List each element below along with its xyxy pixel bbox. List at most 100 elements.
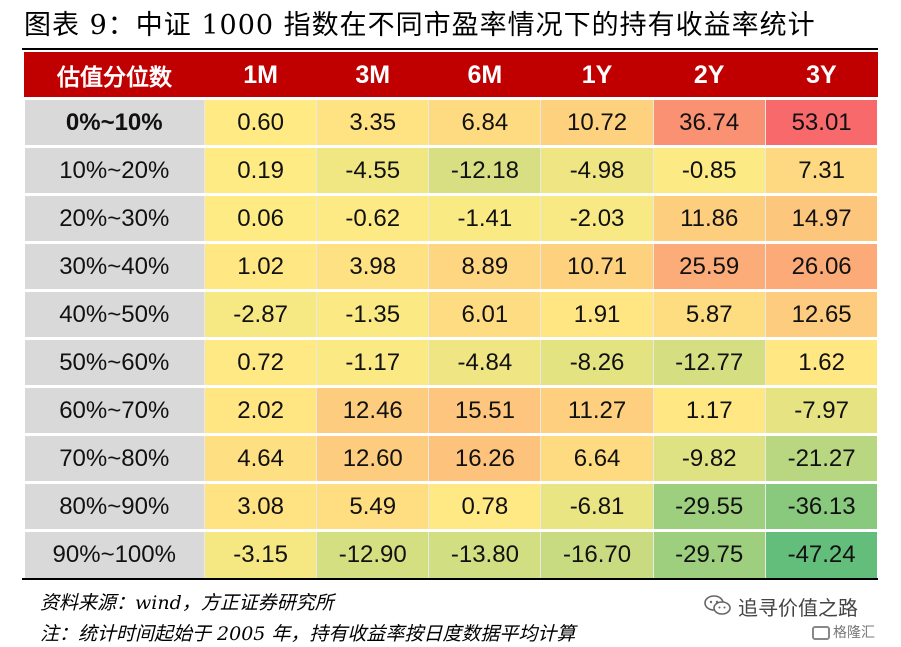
cell-2y: -29.55 (652, 481, 766, 531)
cell-1y: -8.26 (540, 337, 654, 387)
cell-3y: 26.06 (764, 241, 878, 291)
cell-2y: 1.17 (652, 385, 766, 435)
cell-6m: 6.84 (428, 97, 541, 147)
cell-1m: 1.02 (203, 241, 317, 291)
table-row: 60%~70% 2.02 12.46 15.51 11.27 1.17 -7.97 (24, 385, 878, 435)
cell-2y: 36.74 (652, 97, 766, 147)
cell-3m: -4.55 (316, 145, 429, 195)
row-label: 70%~80% (24, 433, 205, 483)
cell-6m: -13.80 (428, 529, 541, 579)
cell-2y: -0.85 (652, 145, 766, 195)
cell-3m: -1.17 (316, 337, 429, 387)
cell-1y: 1.91 (540, 289, 654, 339)
header-6m: 6M (428, 52, 542, 99)
cell-6m: -12.18 (428, 145, 541, 195)
cell-3y: -21.27 (764, 433, 878, 483)
cell-3y: 14.97 (764, 193, 878, 243)
figure-title: 图表 9：中证 1000 指数在不同市盈率情况下的持有收益率统计 (24, 10, 816, 41)
cell-3y: -7.97 (764, 385, 878, 435)
header-2y: 2Y (652, 52, 766, 99)
watermark-logo-text: 格隆汇 (833, 625, 875, 641)
row-label: 60%~70% (24, 385, 205, 435)
cell-1m: 0.19 (203, 145, 317, 195)
cell-3m: 3.98 (316, 241, 429, 291)
cell-2y: 11.86 (652, 193, 766, 243)
cell-1m: 4.64 (203, 433, 317, 483)
cell-6m: 0.78 (428, 481, 541, 531)
table-row: 0%~10% 0.60 3.35 6.84 10.72 36.74 53.01 (24, 97, 878, 147)
cell-1m: -2.87 (203, 289, 317, 339)
cell-6m: -1.41 (428, 193, 541, 243)
cell-1m: 2.02 (203, 385, 317, 435)
cell-1m: 0.60 (203, 97, 317, 147)
header-1m: 1M (203, 52, 318, 99)
cell-6m: 16.26 (428, 433, 541, 483)
watermark: 追寻价值之路 格隆汇 (702, 588, 892, 644)
cell-2y: -9.82 (652, 433, 766, 483)
cell-1m: -3.15 (203, 529, 317, 579)
row-label: 30%~40% (24, 241, 205, 291)
footnote: 注：统计时间起始于 2005 年，持有收益率按日度数据平均计算 (40, 623, 576, 645)
cell-1m: 3.08 (203, 481, 317, 531)
cell-1y: 10.71 (540, 241, 654, 291)
table-row: 70%~80% 4.64 12.60 16.26 6.64 -9.82 -21.27 (24, 433, 878, 483)
cell-3m: 3.35 (316, 97, 429, 147)
cell-2y: -12.77 (652, 337, 766, 387)
table-row: 90%~100% -3.15 -12.90 -13.80 -16.70 -29.75 -47… (24, 529, 878, 579)
table-row: 50%~60% 0.72 -1.17 -4.84 -8.26 -12.77 1.62 (24, 337, 878, 387)
row-label: 80%~90% (24, 481, 205, 531)
wechat-icon (704, 595, 731, 615)
row-label: 50%~60% (24, 337, 205, 387)
cell-2y: 5.87 (652, 289, 766, 339)
row-label: 10%~20% (24, 145, 205, 195)
cell-6m: 8.89 (428, 241, 541, 291)
cell-3y: 7.31 (764, 145, 878, 195)
title-divider (22, 48, 878, 50)
table-row: 80%~90% 3.08 5.49 0.78 -6.81 -29.55 -36.13 (24, 481, 878, 531)
cell-1m: 0.06 (203, 193, 317, 243)
cell-3m: -12.90 (316, 529, 429, 579)
header-3y: 3Y (764, 52, 878, 99)
cell-3m: 5.49 (316, 481, 429, 531)
cell-3y: -36.13 (764, 481, 878, 531)
cell-1y: 10.72 (540, 97, 654, 147)
cell-1y: 11.27 (540, 385, 654, 435)
table-row: 40%~50% -2.87 -1.35 6.01 1.91 5.87 12.65 (24, 289, 878, 339)
cell-6m: 6.01 (428, 289, 541, 339)
gelonghui-logo-icon (812, 626, 830, 640)
cell-3y: 1.62 (764, 337, 878, 387)
header-valuation-percentile: 估值分位数 (24, 52, 205, 99)
cell-2y: 25.59 (652, 241, 766, 291)
cell-6m: 15.51 (428, 385, 541, 435)
watermark-text: 追寻价值之路 (738, 596, 858, 620)
cell-3y: 53.01 (764, 97, 878, 147)
cell-6m: -4.84 (428, 337, 541, 387)
row-label: 20%~30% (24, 193, 205, 243)
table-row: 30%~40% 1.02 3.98 8.89 10.71 25.59 26.06 (24, 241, 878, 291)
cell-3m: -0.62 (316, 193, 429, 243)
table-body: 0%~10% 0.60 3.35 6.84 10.72 36.74 53.01 10%~20%… (24, 97, 878, 579)
cell-1y: -4.98 (540, 145, 654, 195)
watermark-logo: 格隆汇 (812, 622, 875, 642)
table-row: 20%~30% 0.06 -0.62 -1.41 -2.03 11.86 14.97 (24, 193, 878, 243)
header-1y: 1Y (540, 52, 654, 99)
cell-1y: -2.03 (540, 193, 654, 243)
cell-1y: 6.64 (540, 433, 654, 483)
source-note: 资料来源：wind，方正证券研究所 (40, 592, 334, 614)
cell-3m: 12.46 (316, 385, 429, 435)
row-label: 0%~10% (24, 97, 205, 147)
table-header-row: 估值分位数 1M 3M 6M 1Y 2Y 3Y (24, 52, 878, 99)
returns-table: 估值分位数 1M 3M 6M 1Y 2Y 3Y 0%~10% 0.60 3.35 6.… (24, 52, 878, 579)
cell-2y: -29.75 (652, 529, 766, 579)
cell-3y: -47.24 (764, 529, 878, 579)
cell-1m: 0.72 (203, 337, 317, 387)
header-3m: 3M (316, 52, 430, 99)
row-label: 90%~100% (24, 529, 205, 579)
cell-1y: -16.70 (540, 529, 654, 579)
cell-1y: -6.81 (540, 481, 654, 531)
table-bottom-divider (22, 578, 878, 580)
table-row: 10%~20% 0.19 -4.55 -12.18 -4.98 -0.85 7.31 (24, 145, 878, 195)
cell-3m: -1.35 (316, 289, 429, 339)
row-label: 40%~50% (24, 289, 205, 339)
cell-3m: 12.60 (316, 433, 429, 483)
